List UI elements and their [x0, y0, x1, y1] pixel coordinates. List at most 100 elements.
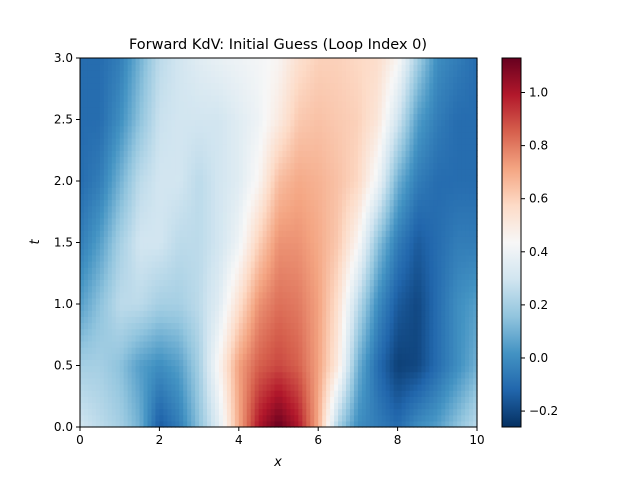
heatmap-cell [369, 414, 375, 422]
heatmap-cell [393, 119, 399, 127]
heatmap-cell [175, 260, 180, 268]
heatmap-cell [151, 334, 157, 342]
heatmap-cell [159, 273, 164, 280]
heatmap-cell [385, 150, 391, 157]
heatmap-cell [286, 119, 292, 127]
heatmap-cell [234, 353, 240, 360]
heatmap-cell [258, 187, 264, 194]
heatmap-cell [195, 285, 200, 293]
heatmap-cell [322, 310, 327, 317]
heatmap-cell [91, 322, 97, 330]
heatmap-cell [143, 334, 149, 342]
heatmap-cell [373, 248, 379, 256]
heatmap-cell [425, 230, 430, 237]
heatmap-cell [469, 150, 474, 157]
heatmap-cell [222, 365, 228, 373]
heatmap-cell [123, 224, 129, 231]
heatmap-cell [274, 224, 280, 231]
heatmap-cell [338, 328, 343, 336]
heatmap-cell [127, 119, 133, 127]
heatmap-cell [445, 328, 450, 336]
heatmap-cell [449, 224, 454, 231]
heatmap-cell [282, 174, 288, 182]
heatmap-cell [222, 377, 228, 385]
heatmap-cell [250, 353, 256, 360]
heatmap-cell [80, 137, 85, 145]
heatmap-cell [238, 340, 244, 348]
heatmap-cell [258, 199, 264, 207]
heatmap-cell [222, 156, 228, 164]
heatmap-cell [449, 273, 454, 280]
heatmap-cell [226, 125, 232, 133]
heatmap-cell [99, 396, 105, 403]
heatmap-cell [226, 119, 232, 127]
heatmap-cell [393, 187, 399, 194]
heatmap-cell [377, 199, 383, 207]
heatmap-cell [437, 310, 442, 317]
heatmap-cell [119, 162, 125, 170]
heatmap-cell [453, 242, 458, 250]
heatmap-cell [218, 156, 224, 164]
heatmap-cell [421, 125, 426, 133]
heatmap-cell [429, 260, 434, 268]
heatmap-cell [425, 187, 430, 194]
heatmap-cell [151, 260, 157, 268]
heatmap-cell [226, 162, 232, 170]
heatmap-cell [409, 334, 415, 342]
heatmap-cell [429, 267, 434, 274]
heatmap-cell [143, 187, 149, 194]
heatmap-cell [211, 334, 216, 342]
heatmap-cell [449, 137, 454, 145]
heatmap-cell [211, 224, 216, 231]
heatmap-cell [461, 267, 466, 274]
heatmap-cell [298, 174, 303, 182]
heatmap-cell [377, 316, 383, 324]
heatmap-cell [250, 365, 256, 373]
heatmap-cell [318, 402, 323, 410]
heatmap-cell [214, 242, 220, 250]
heatmap-cell [290, 322, 295, 330]
heatmap-cell [191, 420, 196, 428]
heatmap-cell [191, 291, 196, 299]
heatmap-cell [258, 125, 264, 133]
heatmap-cell [131, 119, 137, 127]
heatmap-cell [211, 365, 216, 373]
heatmap-cell [318, 371, 323, 379]
heatmap-cell [453, 211, 458, 219]
heatmap-cell [361, 267, 367, 274]
heatmap-cell [361, 371, 367, 379]
heatmap-cell [421, 328, 426, 336]
heatmap-cell [139, 353, 145, 360]
heatmap-cell [286, 304, 292, 311]
heatmap-cell [203, 162, 208, 170]
heatmap-cell [151, 137, 157, 145]
heatmap-cell [107, 402, 113, 410]
heatmap-cell [278, 340, 284, 348]
heatmap-cell [441, 402, 446, 410]
heatmap-cell [171, 168, 176, 176]
heatmap-cell [214, 408, 220, 416]
heatmap-cell [437, 285, 442, 293]
heatmap-cell [103, 420, 109, 428]
heatmap-cell [345, 334, 351, 342]
heatmap-cell [111, 156, 117, 164]
heatmap-cell [469, 402, 474, 410]
heatmap-cell [453, 181, 458, 188]
heatmap-cell [290, 211, 295, 219]
heatmap-cell [413, 267, 419, 274]
heatmap-cell [246, 328, 252, 336]
heatmap-cell [377, 211, 383, 219]
heatmap-cell [91, 217, 97, 225]
heatmap-cell [115, 340, 121, 348]
heatmap-cell [155, 383, 160, 391]
heatmap-cell [99, 230, 105, 237]
heatmap-cell [322, 199, 327, 207]
heatmap-cell [449, 408, 454, 416]
heatmap-cell [87, 267, 93, 274]
heatmap-cell [107, 390, 113, 397]
heatmap-cell [139, 131, 145, 139]
heatmap-cell [103, 211, 109, 219]
heatmap-cell [127, 217, 133, 225]
heatmap-cell [171, 353, 176, 360]
heatmap-cell [334, 365, 339, 373]
